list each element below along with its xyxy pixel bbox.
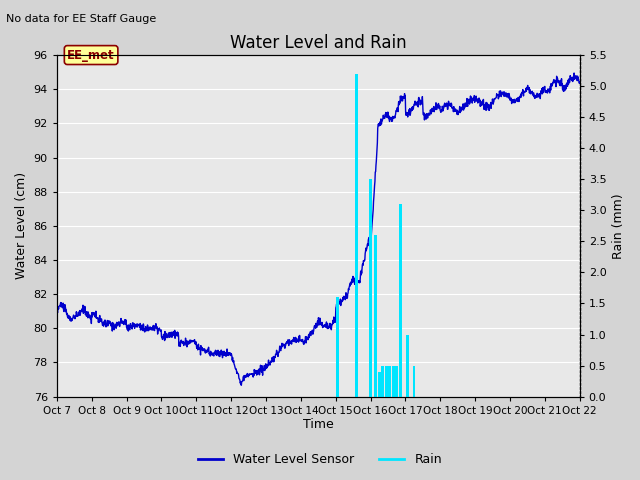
Legend: Water Level Sensor, Rain: Water Level Sensor, Rain	[193, 448, 447, 471]
Bar	[396, 366, 398, 396]
Bar	[369, 180, 372, 396]
Text: EE_met: EE_met	[67, 48, 115, 61]
Bar	[381, 366, 384, 396]
Bar	[374, 235, 377, 396]
Bar	[392, 366, 395, 396]
Bar	[385, 366, 388, 396]
Bar	[399, 204, 401, 396]
Bar	[378, 372, 381, 396]
Y-axis label: Water Level (cm): Water Level (cm)	[15, 172, 28, 279]
Bar	[336, 297, 339, 396]
Bar	[406, 335, 408, 396]
Bar	[388, 366, 391, 396]
Bar	[355, 74, 358, 396]
Title: Water Level and Rain: Water Level and Rain	[230, 34, 406, 52]
Y-axis label: Rain (mm): Rain (mm)	[612, 193, 625, 259]
Bar	[413, 366, 415, 396]
Text: No data for EE Staff Gauge: No data for EE Staff Gauge	[6, 14, 157, 24]
X-axis label: Time: Time	[303, 419, 333, 432]
